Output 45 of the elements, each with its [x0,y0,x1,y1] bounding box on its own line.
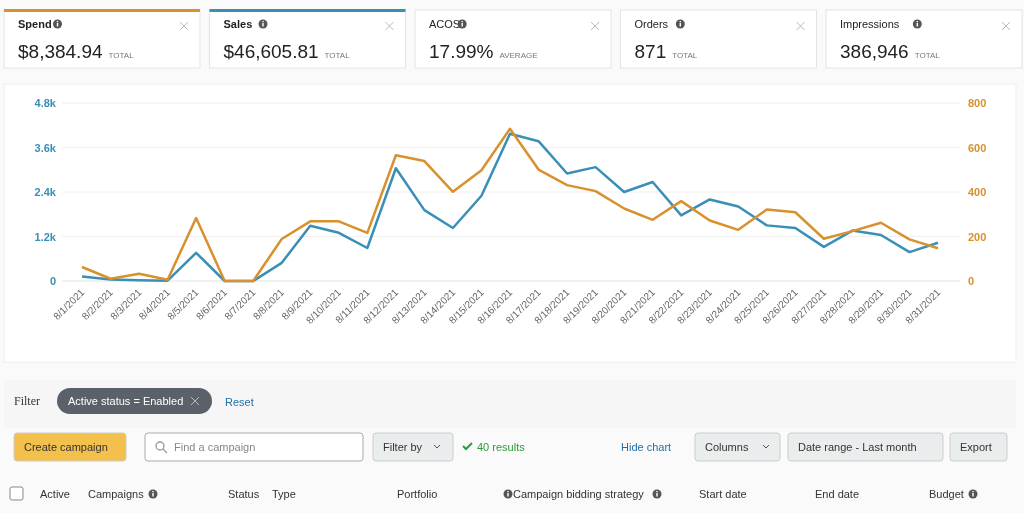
y2-tick-label: 600 [968,141,987,154]
y-tick-label: 0 [49,275,56,287]
y-tick-label: 4.8k [34,97,57,109]
y-tick-label: 3.6k [34,141,57,154]
text: Active [40,488,70,500]
text: TOTAL [108,51,135,60]
text: Find a campaign [174,441,256,453]
text: Hide chart [621,441,672,453]
text: Filter [14,394,40,408]
y2-tick-label: 0 [968,275,975,287]
text: Campaigns [88,488,145,500]
text: TOTAL [914,51,941,60]
text: TOTAL [672,51,698,60]
text: Filter by [383,441,423,453]
text: $8,384.94 [18,41,103,62]
text: Columns [705,441,749,453]
text: End date [815,488,860,500]
y2-tick-label: 800 [968,97,987,109]
text: Active status = Enabled [68,395,184,407]
y2-tick-label: 200 [968,230,987,243]
text: Create campaign [24,441,108,453]
text: Export [960,441,992,453]
text: Budget [929,488,964,500]
text: 386,946 [840,41,909,62]
category-label: Orders [634,18,669,30]
text: 40 results [477,441,526,453]
y2-tick-label: 400 [968,186,987,198]
text: $46,605.81 [223,41,319,62]
category-label: Impressions [840,18,900,30]
text: 17.99% [429,41,494,62]
category-label: Spend [18,18,52,30]
text: Date range - Last month [798,441,917,453]
text: Reset [225,396,254,408]
category-label: Sales [223,18,253,30]
text: Start date [699,488,747,500]
y-tick-label: 1.2k [34,230,57,243]
y-tick-label: 2.4k [34,186,57,198]
text: AVERAGE [499,51,538,60]
text: Campaign bidding strategy [513,488,645,500]
text: TOTAL [324,51,351,60]
category-label: ACOS [429,18,461,30]
text: Status [228,488,260,500]
text: Type [272,488,296,500]
text: 871 [634,41,667,62]
text: Portfolio [397,488,438,500]
